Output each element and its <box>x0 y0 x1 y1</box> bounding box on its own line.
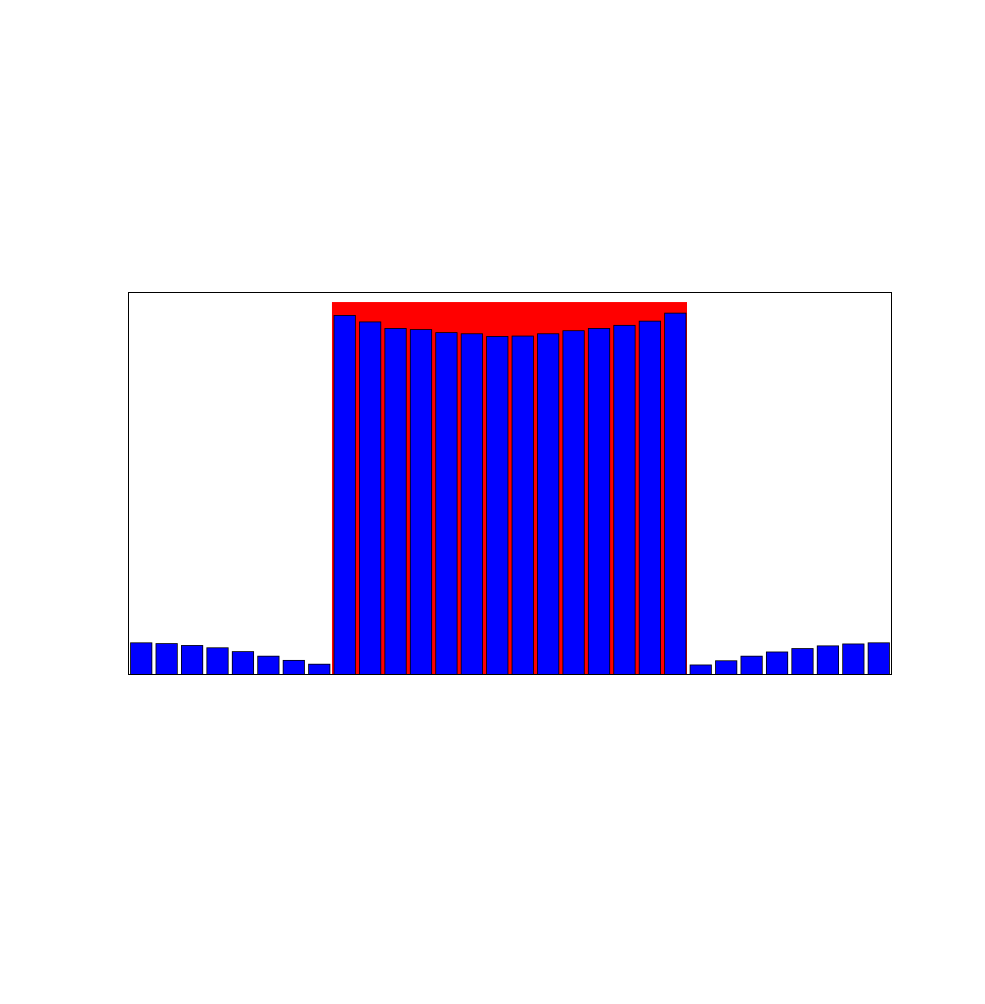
bar <box>206 647 229 675</box>
bars-layer <box>130 312 890 675</box>
bar <box>867 642 890 675</box>
bar <box>231 651 255 675</box>
bar <box>460 333 483 675</box>
bar <box>765 651 789 675</box>
bar <box>689 664 712 675</box>
bar <box>384 328 407 675</box>
bar <box>257 655 280 675</box>
bar <box>333 315 356 675</box>
bar <box>308 663 331 675</box>
bar <box>562 330 585 675</box>
bar <box>511 335 534 675</box>
bar <box>638 320 661 675</box>
bar <box>282 659 305 675</box>
bar <box>715 660 738 675</box>
bar <box>181 645 204 675</box>
bar <box>155 643 178 675</box>
bar <box>587 328 611 675</box>
bar <box>537 333 560 675</box>
bar <box>664 312 687 675</box>
bar <box>816 645 839 675</box>
bar <box>486 336 509 675</box>
bar <box>613 324 636 675</box>
bar <box>409 329 433 675</box>
bar <box>435 332 458 675</box>
bar <box>842 643 865 675</box>
bar <box>359 321 382 675</box>
bar <box>740 655 763 675</box>
bar <box>130 642 153 675</box>
bar <box>791 648 814 675</box>
plot-frame <box>128 292 892 675</box>
